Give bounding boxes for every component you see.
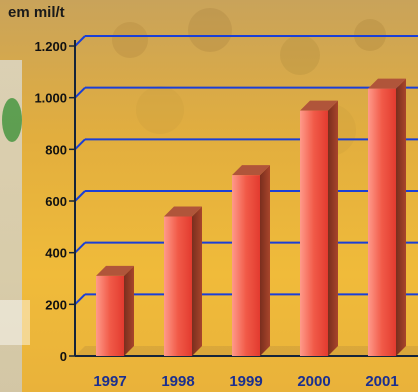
x-tick-label: 1999 xyxy=(229,373,262,390)
bar-1999 xyxy=(232,165,270,356)
x-tick-label: 1997 xyxy=(93,373,126,390)
bar-side xyxy=(396,78,406,356)
gridline-slant xyxy=(74,138,86,151)
x-tick-label: 1998 xyxy=(161,373,194,390)
x-tick-label: 2000 xyxy=(297,373,330,390)
bar-side xyxy=(260,165,270,356)
y-tick-label: 1.200 xyxy=(34,39,67,54)
y-tick-label: 1.000 xyxy=(34,91,67,106)
bar-top xyxy=(368,78,406,89)
bar-front xyxy=(300,110,328,356)
y-tick-label: 0 xyxy=(60,349,67,364)
bar-2001 xyxy=(368,78,406,356)
bar-top xyxy=(300,100,338,111)
y-tick-label: 400 xyxy=(45,246,67,261)
bar-top xyxy=(232,165,270,176)
bar-top xyxy=(164,206,202,217)
bar-2000 xyxy=(300,100,338,356)
y-tick-label: 800 xyxy=(45,142,67,157)
bar-front xyxy=(232,175,260,356)
x-tick-label: 2001 xyxy=(365,373,398,390)
bar-top xyxy=(96,265,134,276)
bar-side xyxy=(328,100,338,356)
bar-side xyxy=(124,265,134,356)
bar-front xyxy=(96,275,124,356)
gridline-slant xyxy=(74,190,86,202)
gridline-slant xyxy=(74,293,86,306)
bar-1997 xyxy=(96,265,134,356)
gridline-slant xyxy=(74,35,86,47)
unit-label: em mil/t xyxy=(8,4,65,21)
bar-1998 xyxy=(164,206,202,356)
gridline-slant xyxy=(74,241,86,254)
gridline-slant xyxy=(74,86,86,99)
bar-front xyxy=(368,88,396,356)
y-tick-label: 200 xyxy=(45,297,67,312)
bar-front xyxy=(164,216,192,356)
y-tick-label: 600 xyxy=(45,194,67,209)
bar-side xyxy=(192,206,202,356)
